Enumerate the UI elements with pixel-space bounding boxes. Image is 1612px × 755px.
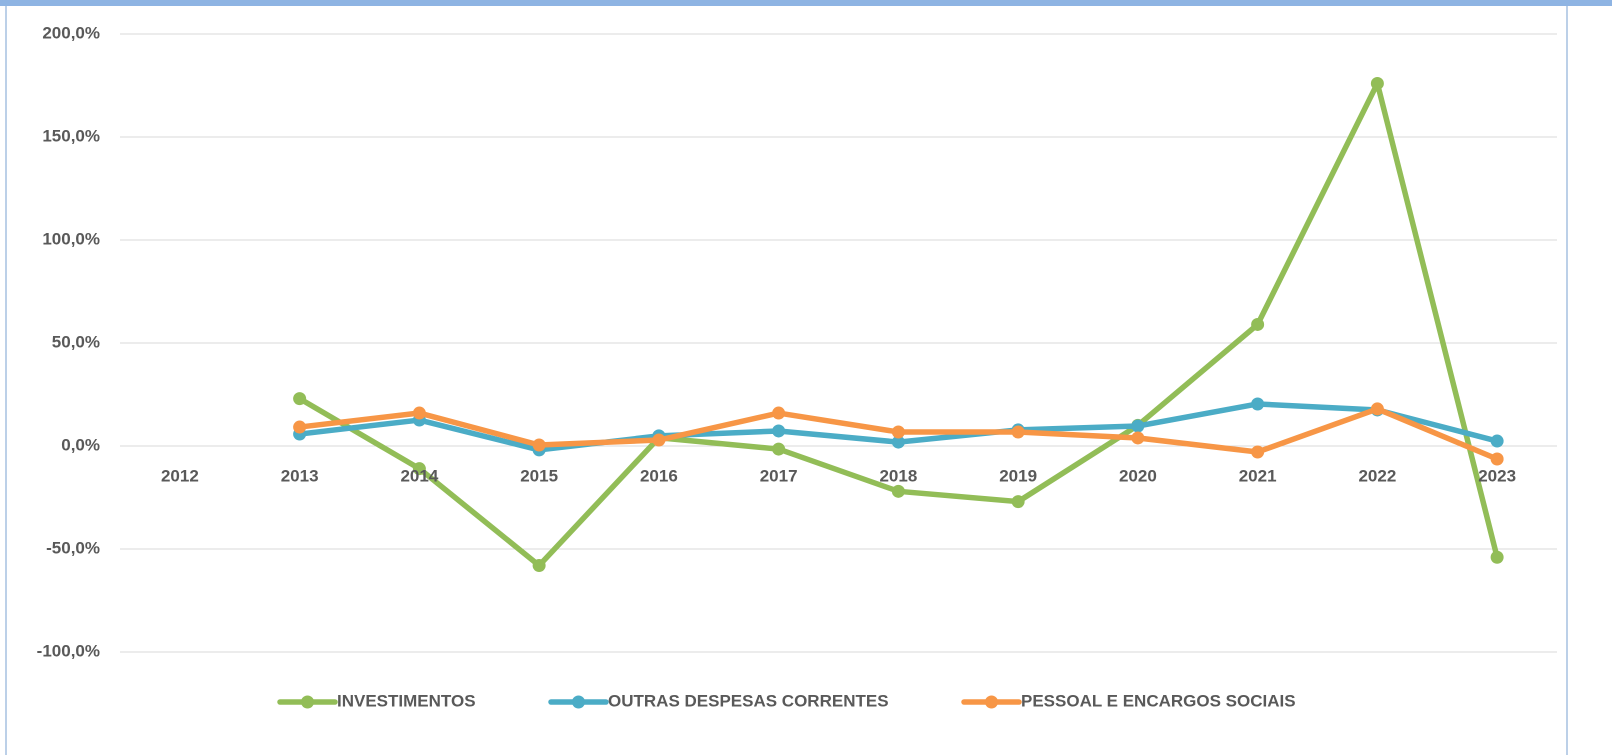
plot bbox=[293, 76, 1504, 572]
grid bbox=[120, 33, 1557, 653]
x-tick-label: 2013 bbox=[281, 466, 319, 485]
x-tick-label: 2012 bbox=[161, 466, 199, 485]
data-point bbox=[772, 442, 786, 456]
data-point bbox=[532, 438, 546, 452]
top-border bbox=[0, 0, 1612, 6]
legend-label: PESSOAL E ENCARGOS SOCIAIS bbox=[1021, 691, 1296, 710]
data-point bbox=[1251, 317, 1265, 331]
data-point bbox=[891, 435, 905, 449]
data-point bbox=[1490, 452, 1504, 466]
data-point bbox=[293, 392, 307, 406]
data-point bbox=[1131, 431, 1145, 445]
data-point bbox=[1251, 445, 1265, 459]
x-tick-label: 2021 bbox=[1239, 466, 1277, 485]
y-tick-label: -100,0% bbox=[37, 641, 100, 660]
data-point bbox=[1370, 76, 1384, 90]
x-tick-label: 2015 bbox=[520, 466, 558, 485]
data-point bbox=[1490, 550, 1504, 564]
x-tick-label: 2014 bbox=[400, 466, 438, 485]
data-point bbox=[772, 424, 786, 438]
data-point bbox=[1370, 402, 1384, 416]
x-tick-label: 2019 bbox=[999, 466, 1037, 485]
y-tick-label: 200,0% bbox=[42, 23, 100, 42]
data-point bbox=[1251, 397, 1265, 411]
data-point bbox=[1011, 425, 1025, 439]
legend-marker bbox=[572, 695, 585, 709]
data-point bbox=[532, 558, 546, 572]
data-point bbox=[412, 406, 426, 420]
legend-label: OUTRAS DESPESAS CORRENTES bbox=[608, 691, 889, 710]
data-point bbox=[1131, 419, 1145, 433]
x-tick-label: 2018 bbox=[879, 466, 917, 485]
data-point bbox=[891, 484, 905, 498]
data-point bbox=[652, 433, 666, 447]
data-point bbox=[891, 425, 905, 439]
data-point bbox=[293, 420, 307, 434]
data-point bbox=[412, 462, 426, 476]
y-tick-label: 0,0% bbox=[61, 435, 100, 454]
x-tick-label: 2017 bbox=[760, 466, 798, 485]
data-point bbox=[1011, 495, 1025, 509]
data-point bbox=[1490, 434, 1504, 448]
legend-label: INVESTIMENTOS bbox=[337, 691, 476, 710]
legend-marker bbox=[301, 695, 314, 709]
y-tick-label: -50,0% bbox=[46, 538, 100, 557]
x-tick-label: 2020 bbox=[1119, 466, 1157, 485]
y-tick-label: 50,0% bbox=[52, 332, 100, 351]
data-point bbox=[772, 406, 786, 420]
x-tick-label: 2023 bbox=[1478, 466, 1516, 485]
x-tick-label: 2022 bbox=[1358, 466, 1396, 485]
y-tick-label: 150,0% bbox=[42, 126, 100, 145]
y-tick-label: 100,0% bbox=[42, 229, 100, 248]
x-tick-label: 2016 bbox=[640, 466, 678, 485]
legend-marker bbox=[985, 695, 998, 709]
